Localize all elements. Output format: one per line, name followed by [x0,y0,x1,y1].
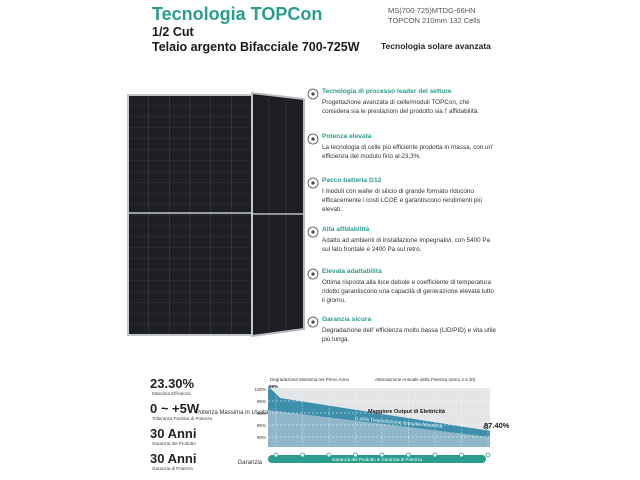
feature-icon-dot [311,230,315,234]
final-value: 87.40% [484,421,510,430]
feature-description: Ottima risposta alla luce debole e coeff… [322,279,494,305]
warranty-bar [268,455,486,463]
area-dark [268,386,490,437]
output-label: Maggiore Output di Elettricità [368,409,446,415]
y-axis-title: Potenza Massima in Uscita [196,410,269,416]
feature-icon-dot [311,92,315,96]
year-dot [459,452,464,458]
feature-icon [307,226,319,238]
degradation-graphic: 100% 95% 90% 85% 80% Degradazione Massima nel… [196,377,510,466]
tagline: Tecnologia solare avanzata [381,41,491,51]
feature-icon [307,133,319,145]
y-label: 100% [254,387,266,392]
y-label: 85% [257,423,266,428]
feature-icon-dot [311,272,315,276]
year-dot [300,452,305,458]
feature-title: Elevata adattabilità [322,268,382,275]
y-label: 90% [257,411,266,416]
stat-label: Massima Efficienza [152,391,191,396]
feature-icon [307,316,319,328]
stat-value: 0 ~ +5W [150,401,200,416]
warranty-bar-label: Garanzia del Prodotto & Garanzia di Pote… [332,457,423,462]
feature-description: Degradazione dell' efficienza molto bass… [322,327,496,344]
feature-icon [307,177,319,189]
year-dot [379,452,385,458]
year-dot [353,452,358,458]
feature-icon [307,88,319,100]
stat-value: 30 Anni [150,451,197,466]
year-dot [273,452,279,458]
y-label: 95% [257,399,266,404]
feature-icons [307,88,319,328]
feature-icon-dot [311,320,315,324]
subtitle: Telaio argento Bifacciale 700-725W [152,40,360,54]
warranty-label: Garanzia [238,460,263,466]
stat-label: Garanzia di Potenza [152,466,193,471]
stat-label: Garanzia del Prodotto [152,441,196,446]
year-dot [432,452,438,458]
stat-label: Tolleranza Positiva di Potenza [152,416,213,421]
subtitle: 1/2 Cut [152,25,194,39]
first-year-value: 99% [269,384,278,389]
feature-description: Adatto ad ambienti di installazione impe… [322,237,491,254]
feature-title: Potenza elevata [322,133,372,140]
feature-title: Tecnologia di processo leader del settor… [322,88,452,95]
feature-icon-dot [311,181,315,185]
feature-icon [307,268,319,280]
annual-label: Attenuazione Annuale della Potenza (anno… [375,377,476,382]
feature-title: Alta affidabilità [322,226,370,233]
stat-value: 23.30% [150,376,195,391]
solar-panels [127,91,305,338]
feature-description: Progettazione avanzata di celle/moduli T… [322,99,479,116]
feature-title: Garanzia sicura [322,316,372,323]
stat-value: 30 Anni [150,426,197,441]
feature-title: Pacco batteria G12 [322,177,382,184]
first-year-label: Degradazione Massima nel Primo Anno [270,377,350,382]
title: Tecnologia TOPCon [152,4,323,24]
feature-icon-dot [311,137,315,141]
feature-description: La tecnologia di celle più efficiente pr… [322,144,494,161]
year-dot [406,452,411,458]
model-code: MS(700-725)MTDG-66HN [388,6,476,15]
y-label: 80% [257,435,266,440]
feature-description: I moduli con wafer di silicio di grande … [322,188,483,214]
year-dot [485,452,491,458]
cell-spec: TOPCON 210mm 132 Cells [388,16,481,25]
year-dot [326,452,332,458]
